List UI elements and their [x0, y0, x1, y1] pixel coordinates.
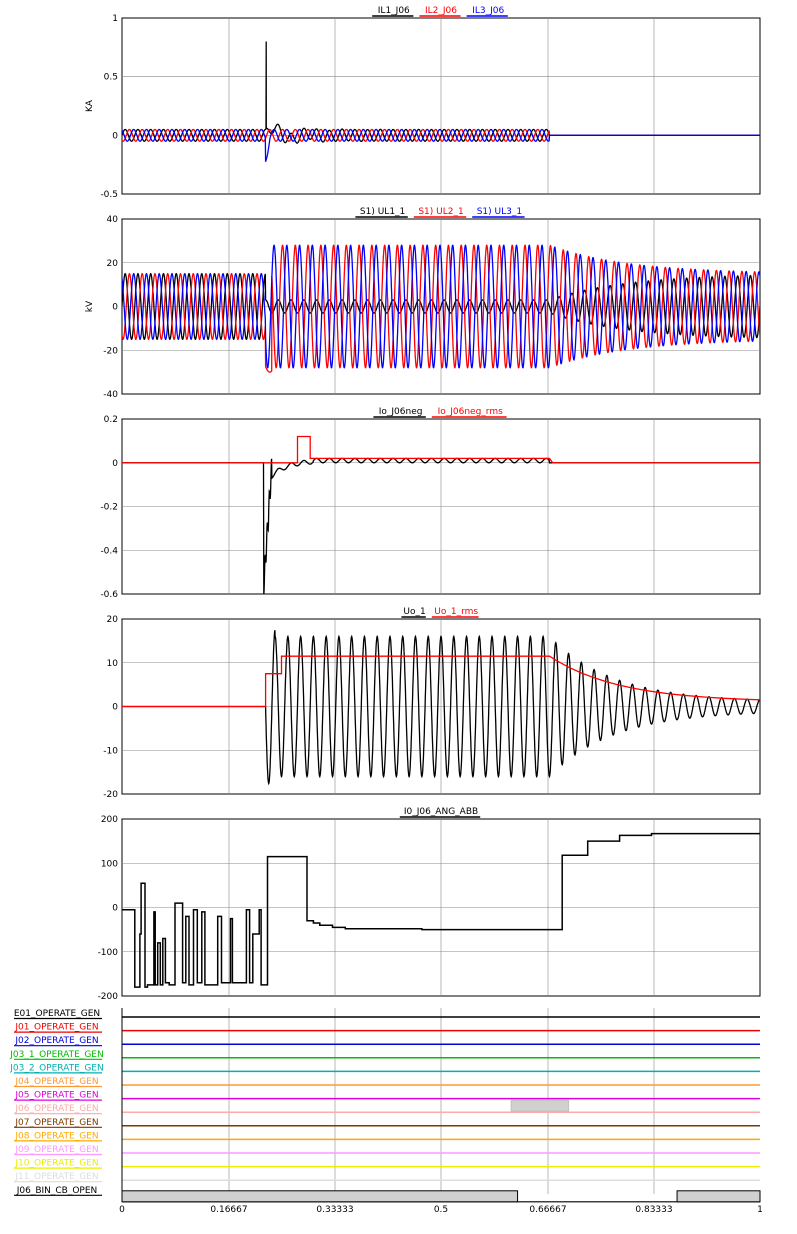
- y-tick-label: -100: [98, 948, 119, 958]
- legend-entry: Uo_1_rms: [434, 607, 478, 617]
- y-axis-label: kV: [85, 300, 95, 312]
- y-tick-label: -200: [98, 992, 119, 1002]
- signal-active-block: [676, 1190, 761, 1203]
- x-tick-label: 1: [757, 1205, 763, 1215]
- signal-label: J03_1_OPERATE_GEN: [9, 1050, 103, 1060]
- signal-label: J07_OPERATE_GEN: [14, 1118, 98, 1128]
- signal-label: J04_OPERATE_GEN: [14, 1077, 98, 1087]
- chart-panel-3: 0.2 0 -0.2 -0.4 -0.6 Io_J06neg Io_J06neg_rms: [100, 407, 761, 600]
- chart-panel-1: 1 0.5 0 -0.5 KA IL1_J06 IL2_J06 IL3_J06: [85, 6, 761, 200]
- x-tick-label: 0.33333: [316, 1205, 353, 1215]
- y-tick-label: 0.2: [104, 415, 118, 425]
- y-tick-label: 0: [112, 303, 118, 313]
- legend-entry: S1) UL2_1: [418, 207, 463, 217]
- y-tick-label: -20: [103, 346, 118, 356]
- signal-label: J10_OPERATE_GEN: [14, 1159, 98, 1169]
- x-tick-label: 0: [119, 1205, 125, 1215]
- y-tick-label: 0: [112, 703, 118, 713]
- signal-label: E01_OPERATE_GEN: [14, 1009, 100, 1019]
- x-tick-label: 0.83333: [635, 1205, 672, 1215]
- legend-entry: Io_J06neg: [379, 407, 423, 417]
- legend-entry: IL1_J06: [378, 6, 410, 16]
- y-tick-label: 10: [107, 659, 119, 669]
- chart-panel-5: 200 100 0 -100 -200 I0_J06_ANG_ABB: [98, 807, 761, 1002]
- x-tick-label: 0.5: [434, 1205, 448, 1215]
- y-tick-label: -10: [103, 746, 118, 756]
- y-tick-label: -0.6: [100, 590, 118, 600]
- series-line-S1-UL2-1: [122, 244, 760, 373]
- digital-signals-panel: E01_OPERATE_GEN J01_OPERATE_GEN J02_OPERAT…: [9, 1008, 761, 1203]
- y-tick-label: 0.5: [104, 73, 118, 83]
- y-tick-label: 20: [107, 615, 119, 625]
- y-tick-label: 1: [112, 14, 118, 24]
- x-axis: 0 0.16667 0.33333 0.5 0.66667 0.83333 1: [119, 1205, 763, 1215]
- chart-panel-2: 40 20 0 -20 -40 kV S1) UL1_1 S1) UL2_1 S1) UL3_1: [85, 207, 761, 400]
- signal-label: J02_OPERATE_GEN: [14, 1036, 98, 1046]
- signal-label: J05_OPERATE_GEN: [14, 1091, 98, 1101]
- x-tick-label: 0.16667: [210, 1205, 247, 1215]
- signal-label: J06_OPERATE_GEN: [14, 1104, 98, 1114]
- y-tick-label: 0: [112, 904, 118, 914]
- y-tick-label: 100: [101, 859, 118, 869]
- y-tick-label: -20: [103, 790, 118, 800]
- series-line-Io-J06neg-rms: [122, 435, 760, 464]
- signal-label: J08_OPERATE_GEN: [14, 1131, 98, 1141]
- series-line-IL3-J06: [122, 128, 760, 162]
- legend-entry: Uo_1: [403, 607, 425, 617]
- legend-entry: I0_J06_ANG_ABB: [404, 807, 478, 817]
- y-tick-label: 40: [107, 215, 119, 225]
- signal-label: J11_OPERATE_GEN: [14, 1172, 98, 1182]
- y-tick-label: -40: [103, 390, 118, 400]
- series-line-Uo-1-rms: [122, 655, 760, 708]
- y-axis-label: KA: [85, 99, 95, 112]
- y-tick-label: -0.5: [100, 190, 118, 200]
- signal-active-block: [121, 1190, 519, 1203]
- chart-panel-4: 20 10 0 -10 -20 Uo_1 Uo_1_rms: [103, 607, 761, 800]
- y-tick-label: -0.4: [100, 546, 118, 556]
- x-tick-label: 0.66667: [529, 1205, 566, 1215]
- signal-label: J01_OPERATE_GEN: [14, 1023, 98, 1033]
- legend-entry: S1) UL1_1: [360, 207, 405, 217]
- y-tick-label: 0: [112, 459, 118, 469]
- series-line-S1-UL3-1: [122, 244, 760, 369]
- signal-label: J06_BIN_CB_OPEN: [16, 1186, 98, 1196]
- legend-entry: S1) UL3_1: [477, 207, 522, 217]
- legend-entry: IL3_J06: [472, 6, 504, 16]
- signal-label: J03_2_OPERATE_GEN: [9, 1063, 103, 1073]
- y-tick-label: 20: [107, 259, 119, 269]
- legend-entry: IL2_J06: [425, 6, 457, 16]
- y-tick-label: 200: [101, 815, 118, 825]
- signal-label: J09_OPERATE_GEN: [14, 1145, 98, 1155]
- y-tick-label: 0: [112, 131, 118, 141]
- series-line-I0-J06-ANG-ABB: [122, 832, 760, 988]
- signal-active-block: [510, 1099, 570, 1112]
- series-line-S1-UL1-1: [122, 272, 760, 341]
- legend-entry: Io_J06neg_rms: [438, 407, 504, 417]
- y-tick-label: -0.2: [100, 503, 118, 513]
